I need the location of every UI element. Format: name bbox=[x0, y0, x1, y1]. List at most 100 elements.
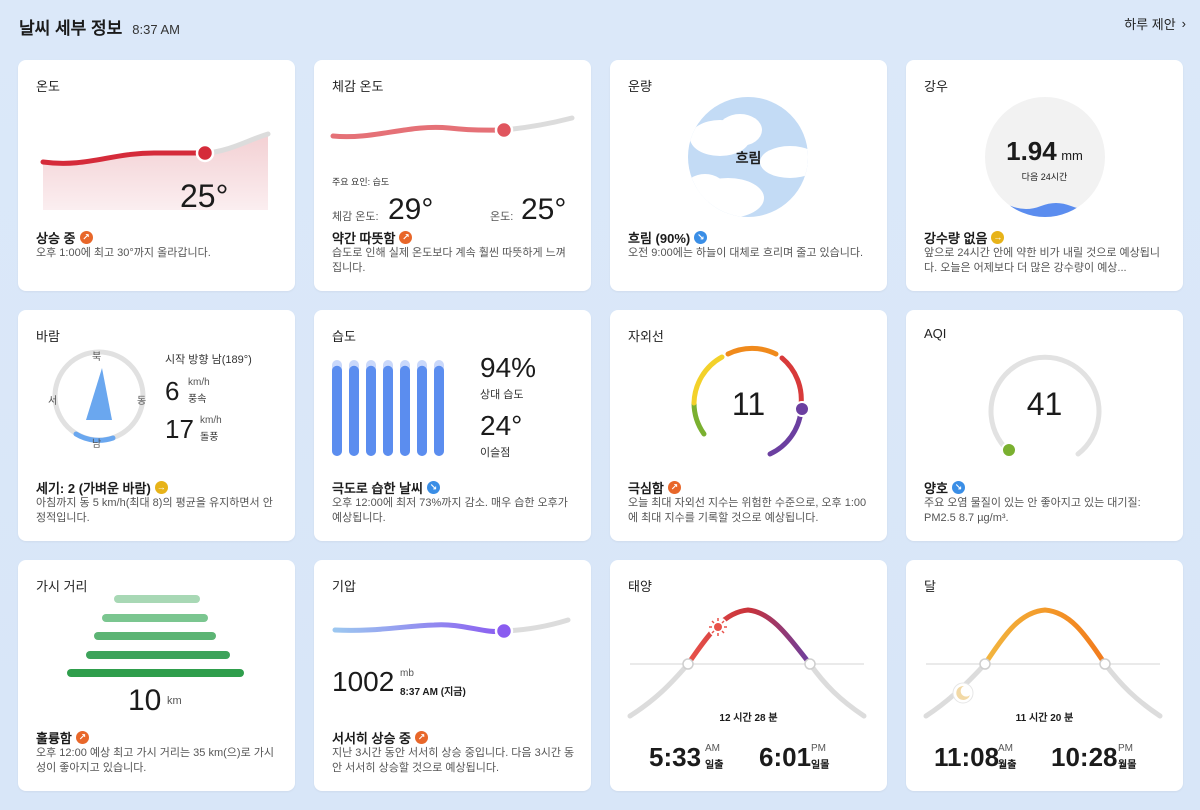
precipitation-graphic bbox=[985, 97, 1105, 217]
temperature-card[interactable]: 온도 25° 상승 중 ↗ 오후 1:00에 최고 30°까지 올라갑니다. bbox=[18, 60, 295, 291]
trend-up-icon: ↗ bbox=[79, 231, 93, 244]
rain-amount: 1.94 bbox=[1006, 136, 1057, 166]
dew-point-value: 24° bbox=[480, 410, 523, 441]
cloud-cover-card[interactable]: 운량 흐림 흐림 (90%) ↘ 오전 9:00에는 하늘이 대체로 흐리며 줄… bbox=[610, 60, 887, 291]
feels-value: 29° bbox=[388, 193, 434, 226]
moonset-time: 10:28 bbox=[1051, 742, 1118, 772]
wind-gust-label: 돌풍 bbox=[200, 432, 219, 443]
card-title: 가시 거리 bbox=[36, 579, 88, 594]
visibility-card[interactable]: 가시 거리 10 km 훌륭함 ↗ 오후 12:00 예상 최고 가시 거리는 … bbox=[18, 560, 295, 791]
rain-period: 다음 24시간 bbox=[1021, 172, 1068, 182]
precipitation-card[interactable]: 강우 1.94 mm 다음 24시간 강수량 없음 → 앞으로 24시간 안에 … bbox=[906, 60, 1183, 291]
wind-card[interactable]: 바람 북 남 동 서 시작 방향 남(189°) 6 km/h 풍속 17 km… bbox=[18, 310, 295, 541]
trend-up-icon: ↗ bbox=[75, 731, 89, 744]
trend-flat-icon: → bbox=[154, 481, 168, 494]
uv-value: 11 bbox=[731, 386, 766, 422]
wind-speed: 6 bbox=[165, 376, 180, 406]
trend-down-icon: ↘ bbox=[426, 481, 440, 494]
page-header: 날씨 세부 정보 8:37 AM bbox=[19, 14, 180, 38]
uv-status: 극심함 ↗ bbox=[628, 478, 681, 497]
page-time: 8:37 AM bbox=[132, 22, 180, 37]
feels-like-graph bbox=[330, 115, 575, 140]
aqi-desc: 주요 오염 물질이 있는 안 좋아지고 있는 대기질: PM2.5 8.7 µg… bbox=[924, 497, 1141, 524]
sunset-ampm: PM bbox=[811, 743, 826, 754]
moonrise-ampm: AM bbox=[998, 743, 1013, 754]
uv-card[interactable]: 자외선 11 극심함 ↗ 오늘 최대 자외선 지수는 위험한 수준으로, 오후 … bbox=[610, 310, 887, 541]
trend-down-icon: ↘ bbox=[694, 231, 708, 244]
feels-label: 체감 온도: bbox=[332, 211, 379, 223]
humidity-bar-fill bbox=[383, 365, 393, 456]
humidity-bar-fill bbox=[349, 365, 359, 456]
aqi-value: 41 bbox=[1026, 386, 1063, 422]
chevron-right-icon: › bbox=[1181, 16, 1186, 31]
daily-suggestions-label: 하루 제안 bbox=[1124, 17, 1176, 32]
pressure-unit: mb bbox=[400, 668, 414, 679]
sunrise-time: 5:33 bbox=[649, 742, 702, 772]
pressure-status: 서서히 상승 중 ↗ bbox=[332, 728, 428, 747]
sun-duration: 12 시간 28 분 bbox=[719, 713, 778, 724]
pressure-time: 8:37 AM (지금) bbox=[400, 687, 466, 698]
daily-suggestions-link[interactable]: 하루 제안 › bbox=[1124, 14, 1186, 33]
aqi-status: 양호 ↘ bbox=[924, 478, 965, 497]
card-title: 자외선 bbox=[628, 329, 664, 344]
uv-gauge bbox=[691, 345, 810, 457]
humidity-card[interactable]: 습도 94% 상대 습도 24° 이슬점 극도로 습한 날씨 ↘ 오후 12:0… bbox=[314, 310, 591, 541]
status-label: 극심함 bbox=[628, 481, 664, 496]
dew-point-label: 이슬점 bbox=[480, 447, 511, 459]
aqi-gauge bbox=[988, 354, 1102, 458]
humidity-bars bbox=[332, 360, 444, 456]
rain-desc: 앞으로 24시간 안에 약한 비가 내릴 것으로 예상됩니다. 오늘은 어제보다… bbox=[924, 247, 1161, 274]
card-title: 운량 bbox=[628, 79, 652, 94]
status-label: 약간 따뜻함 bbox=[332, 231, 396, 246]
sun-card[interactable]: 태양 12 시간 28 분 5:33 AM 일출 6:01 PM 일몰 bbox=[610, 560, 887, 791]
card-title: 바람 bbox=[36, 329, 60, 344]
compass-south: 남 bbox=[92, 439, 102, 450]
card-title: 온도 bbox=[36, 79, 60, 94]
wind-status: 세기: 2 (가벼운 바람) → bbox=[36, 478, 168, 497]
aqi-card[interactable]: AQI 41 양호 ↘ 주요 오염 물질이 있는 안 좋아지고 있는 대기질: … bbox=[906, 310, 1183, 541]
compass-east: 동 bbox=[137, 396, 147, 407]
trend-up-icon: ↗ bbox=[414, 731, 428, 744]
temperature-desc: 오후 1:00에 최고 30°까지 올라갑니다. bbox=[36, 247, 211, 259]
temperature-value: 25° bbox=[180, 178, 229, 214]
pressure-card[interactable]: 기압 1002 mb 8:37 AM (지금) 서서히 상승 중 ↗ 지난 3시… bbox=[314, 560, 591, 791]
humidity-bar-fill bbox=[400, 365, 410, 456]
moon-arc bbox=[923, 607, 1163, 719]
card-title: 습도 bbox=[332, 329, 356, 344]
temperature-status: 상승 중 ↗ bbox=[36, 228, 93, 247]
pressure-graph bbox=[332, 617, 571, 641]
card-title: AQI bbox=[924, 326, 947, 341]
moonrise-label: 월출 bbox=[998, 760, 1017, 771]
pressure-value: 1002 bbox=[332, 666, 395, 697]
humidity-status: 극도로 습한 날씨 ↘ bbox=[332, 478, 440, 497]
rain-unit: mm bbox=[1061, 148, 1083, 163]
status-label: 흐림 (90%) bbox=[628, 231, 691, 246]
visibility-bars bbox=[67, 595, 244, 677]
card-title: 기압 bbox=[332, 579, 356, 594]
feels-like-card[interactable]: 체감 온도 주요 요인: 습도 체감 온도: 29° 온도: 25° 약간 따뜻… bbox=[314, 60, 591, 291]
wind-desc: 아침까지 동 5 km/h(최대 8)의 평균을 유지하면서 안정적입니다. bbox=[36, 497, 273, 524]
card-title: 달 bbox=[924, 579, 936, 594]
status-label: 세기: 2 (가벼운 바람) bbox=[36, 481, 151, 496]
visibility-value: 10 bbox=[128, 684, 162, 717]
status-label: 강수량 없음 bbox=[924, 231, 988, 246]
rain-status: 강수량 없음 → bbox=[924, 228, 1005, 247]
humidity-label: 상대 습도 bbox=[480, 389, 524, 401]
trend-flat-icon: → bbox=[991, 231, 1005, 244]
humidity-bar-fill bbox=[434, 365, 444, 456]
compass-west: 서 bbox=[48, 396, 58, 407]
feels-status: 약간 따뜻함 ↗ bbox=[332, 228, 413, 247]
feels-desc: 습도로 인해 실제 온도보다 계속 훨씬 따뜻하게 느껴집니다. bbox=[332, 247, 566, 274]
rain-amount-row: 1.94 mm bbox=[906, 136, 1183, 167]
feels-factor: 주요 요인: 습도 bbox=[332, 177, 390, 187]
actual-temp-label: 온도: bbox=[490, 211, 514, 223]
actual-temp-value: 25° bbox=[521, 193, 567, 226]
moon-card[interactable]: 달 11 시간 20 분 11:08 AM 월출 10:28 PM 월몰 bbox=[906, 560, 1183, 791]
wind-gust-unit: km/h bbox=[200, 415, 222, 426]
trend-down-icon: ↘ bbox=[951, 481, 965, 494]
visibility-desc: 오후 12:00 예상 최고 가시 거리는 35 km(으)로 가시성이 좋아지… bbox=[36, 747, 274, 774]
humidity-bar-fill bbox=[417, 365, 427, 456]
moonset-ampm: PM bbox=[1118, 743, 1133, 754]
page-title: 날씨 세부 정보 bbox=[19, 19, 123, 38]
wind-direction: 시작 방향 남(189°) bbox=[165, 354, 252, 366]
